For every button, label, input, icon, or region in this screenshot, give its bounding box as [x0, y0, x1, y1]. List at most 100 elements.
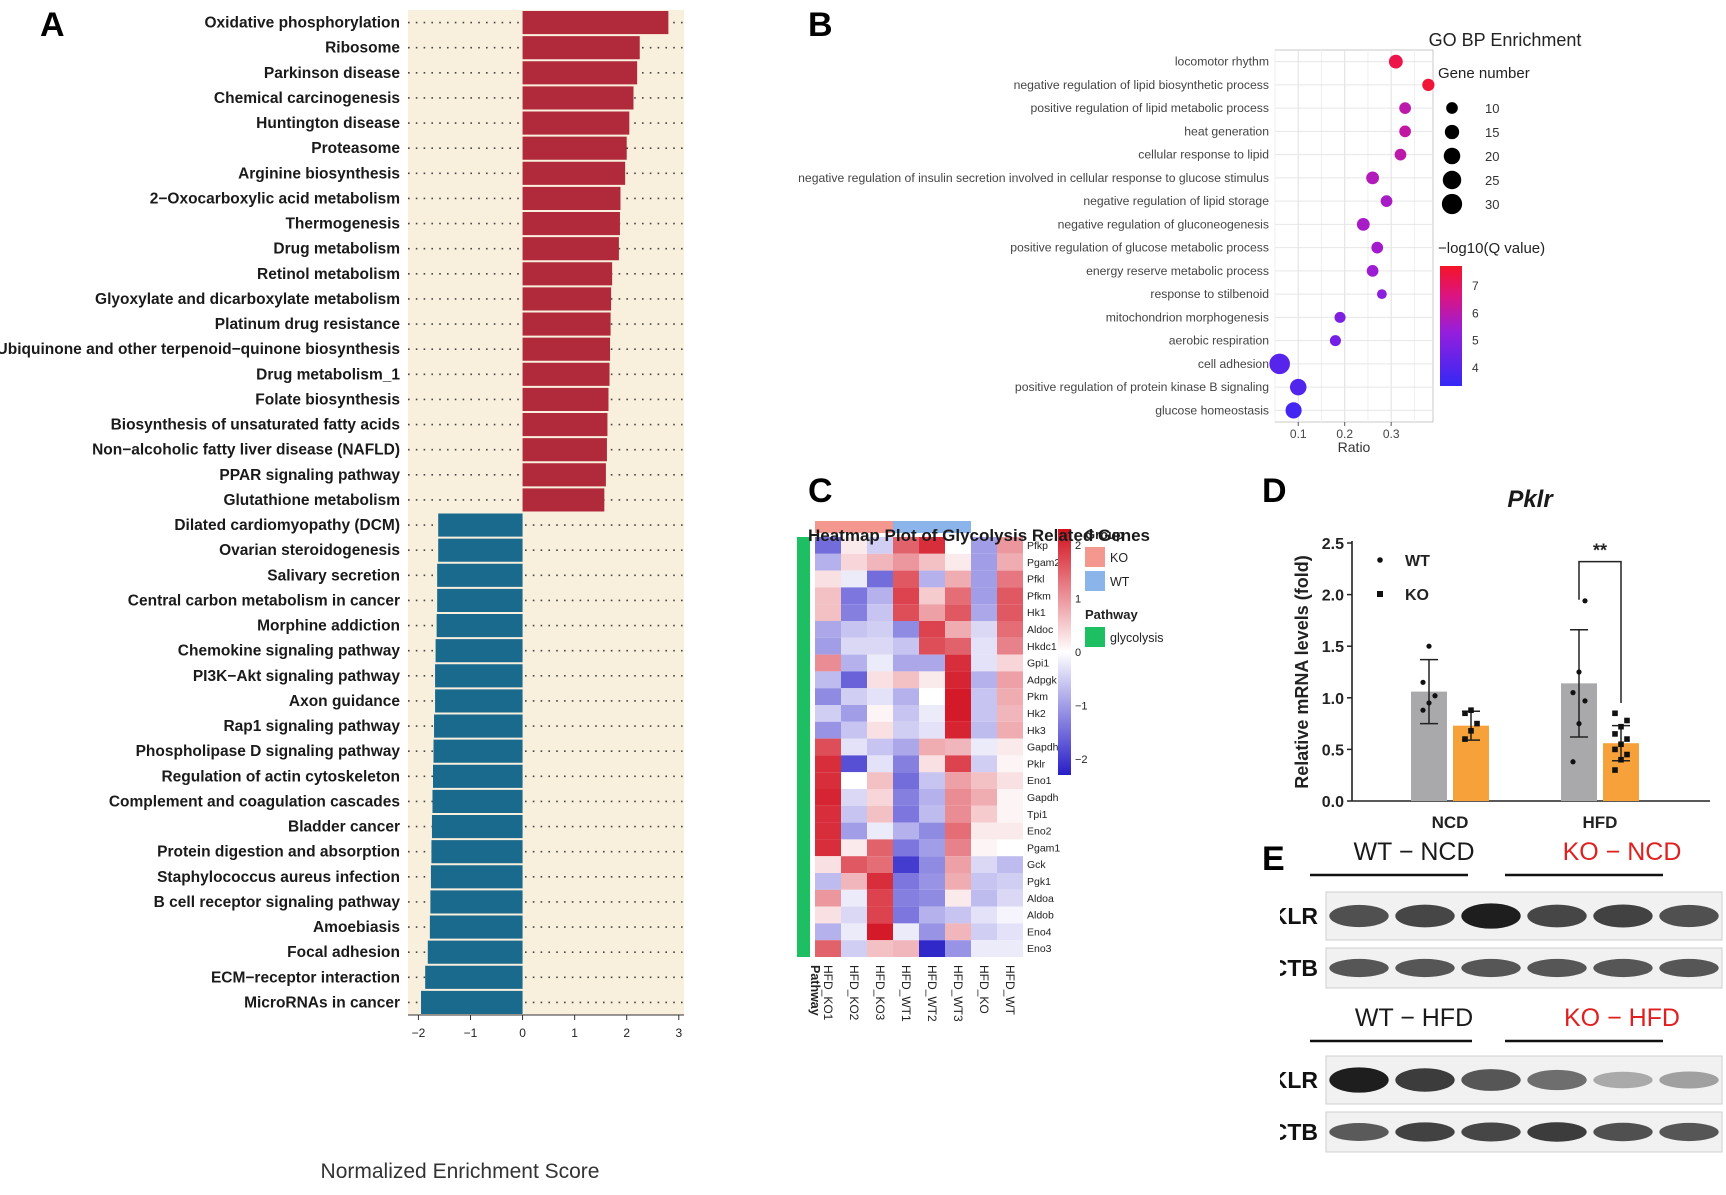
panel-c-heat-cell	[815, 789, 841, 806]
panel-d-point	[1426, 643, 1432, 649]
panel-e-band	[1659, 904, 1719, 928]
panel-c-heat-cell	[971, 671, 997, 689]
panel-c-heat-cell	[841, 738, 867, 756]
panel-e-row-label: ACTB	[1280, 955, 1318, 981]
panel-c-scale-tick-label: −1	[1075, 700, 1088, 712]
panel-c-heat-cell	[919, 805, 945, 823]
panel-c-heat-cell	[997, 637, 1023, 655]
panel-d-point	[1570, 759, 1576, 765]
panel-c-heat-cell	[919, 637, 945, 655]
panel-c-gene-label: Aldoc	[1027, 624, 1053, 636]
panel-a-bar	[430, 890, 523, 914]
panel-c-heat-cell	[997, 671, 1023, 689]
panel-d-category-label: NCD	[1432, 813, 1469, 832]
panel-c-pathway-legend-title: Pathway	[1085, 607, 1139, 622]
panel-c-heat-cell	[971, 738, 997, 756]
panel-c-heat-cell	[867, 822, 893, 840]
panel-b-term-label: glucose homeostasis	[1155, 403, 1269, 417]
panel-c-heat-cell	[893, 822, 919, 840]
panel-e-band	[1395, 1122, 1455, 1142]
panel-c-heat-cell	[971, 705, 997, 722]
panel-d-y-tick-label: 2.5	[1322, 536, 1344, 553]
panel-d-point	[1432, 693, 1438, 699]
panel-b-size-legend-dot	[1444, 124, 1460, 140]
panel-c-heat-cell	[841, 873, 867, 890]
panel-c-heat-cell	[945, 671, 971, 689]
panel-c-heat-cell	[997, 755, 1023, 773]
panel-c-gene-label: Gpi1	[1027, 658, 1049, 670]
panel-c-heat-cell	[997, 822, 1023, 840]
panel-c-group-annotation	[867, 521, 893, 533]
panel-c-heat-cell	[893, 537, 919, 554]
panel-c-heat-cell	[945, 570, 971, 588]
panel-a-plot-area	[408, 10, 684, 1015]
panel-c-heat-cell	[893, 621, 919, 638]
panel-b-dot	[1366, 265, 1379, 277]
panel-b-dot	[1289, 378, 1307, 396]
panel-a-bar	[431, 840, 523, 864]
panel-a-term-label: Glyoxylate and dicarboxylate metabolism	[95, 291, 400, 308]
panel-e-row-label: ACTB	[1280, 1119, 1318, 1145]
panel-c-heat-cell	[867, 738, 893, 756]
panel-c-heat-cell	[971, 839, 997, 857]
panel-a-term-label: Phospholipase D signaling pathway	[136, 743, 401, 760]
panel-c-heat-cell	[893, 923, 919, 941]
panel-c-heat-cell	[893, 839, 919, 857]
panel-d-point	[1420, 707, 1426, 713]
panel-c-heat-cell	[997, 621, 1023, 638]
panel-c-group-annotation	[815, 521, 841, 533]
panel-c-heat-cell	[945, 587, 971, 605]
panel-a-bar	[427, 940, 523, 964]
panel-b-dot	[1334, 311, 1346, 323]
panel-a-term-label: Axon guidance	[289, 693, 400, 710]
panel-c-heat-cell	[919, 721, 945, 739]
panel-c-heat-cell	[893, 604, 919, 621]
panel-a-bar	[522, 36, 640, 60]
panel-a-term-label: Ubiquinone and other terpenoid−quinone b…	[0, 341, 400, 358]
panel-c-heat-cell	[971, 755, 997, 773]
panel-e-band	[1593, 1071, 1653, 1089]
panel-a-bar	[522, 237, 619, 261]
panel-d-point	[1612, 731, 1618, 737]
panel-c-heat-cell	[815, 772, 841, 789]
panel-c-gene-label: Hk3	[1027, 725, 1046, 737]
panel-c-heat-cell	[815, 906, 841, 924]
panel-c-gene-label: Gapdh	[1027, 792, 1059, 804]
panel-e-band	[1659, 958, 1719, 978]
panel-a-bar	[435, 664, 523, 688]
panel-c-heat-cell	[893, 721, 919, 739]
panel-b-color-tick-label: 7	[1472, 279, 1479, 293]
panel-a-bar	[432, 764, 523, 788]
panel-d-point	[1582, 598, 1588, 604]
panel-c-group-legend-title: Group	[1085, 527, 1124, 542]
panel-e-band	[1659, 1071, 1719, 1089]
panel-c-group-annotation	[919, 521, 945, 533]
panel-c-heat-cell	[971, 654, 997, 672]
panel-a-x-tick-label: 1	[571, 1026, 578, 1040]
panel-c-gene-label: Aldoa	[1027, 893, 1054, 905]
panel-d-y-tick-label: 0.5	[1322, 742, 1344, 759]
panel-a-bar	[522, 186, 621, 210]
panel-c-pathway-label: Pathway	[808, 965, 822, 1016]
panel-c-heat-cell	[919, 604, 945, 621]
panel-c-heat-cell	[997, 570, 1023, 588]
panel-c-heat-cell	[841, 923, 867, 941]
panel-c-heat-cell	[945, 839, 971, 857]
panel-c-heat-cell	[997, 688, 1023, 705]
panel-c-scale-tick-label: −2	[1075, 754, 1088, 766]
panel-d-y-tick-label: 1.5	[1322, 639, 1344, 656]
panel-a-term-label: Proteasome	[311, 140, 400, 157]
panel-c-heat-cell	[867, 570, 893, 588]
panel-c-heat-cell	[919, 873, 945, 890]
panel-a-bar	[522, 438, 607, 462]
panel-d-significance-bracket	[1578, 560, 1622, 703]
panel-c-gene-label: Pfkm	[1027, 590, 1051, 602]
panel-c-heat-cell	[919, 940, 945, 957]
panel-c-heat-cell	[841, 789, 867, 806]
panel-c-heat-cell	[815, 537, 841, 554]
panel-c-heat-cell	[841, 755, 867, 773]
panel-a-x-axis-title: Normalized Enrichment Score	[320, 1160, 600, 1183]
panel-c-heat-cell	[945, 889, 971, 907]
panel-c-sample-label: HFD_WT3	[951, 965, 965, 1022]
panel-b-color-tick-label: 4	[1472, 361, 1479, 375]
